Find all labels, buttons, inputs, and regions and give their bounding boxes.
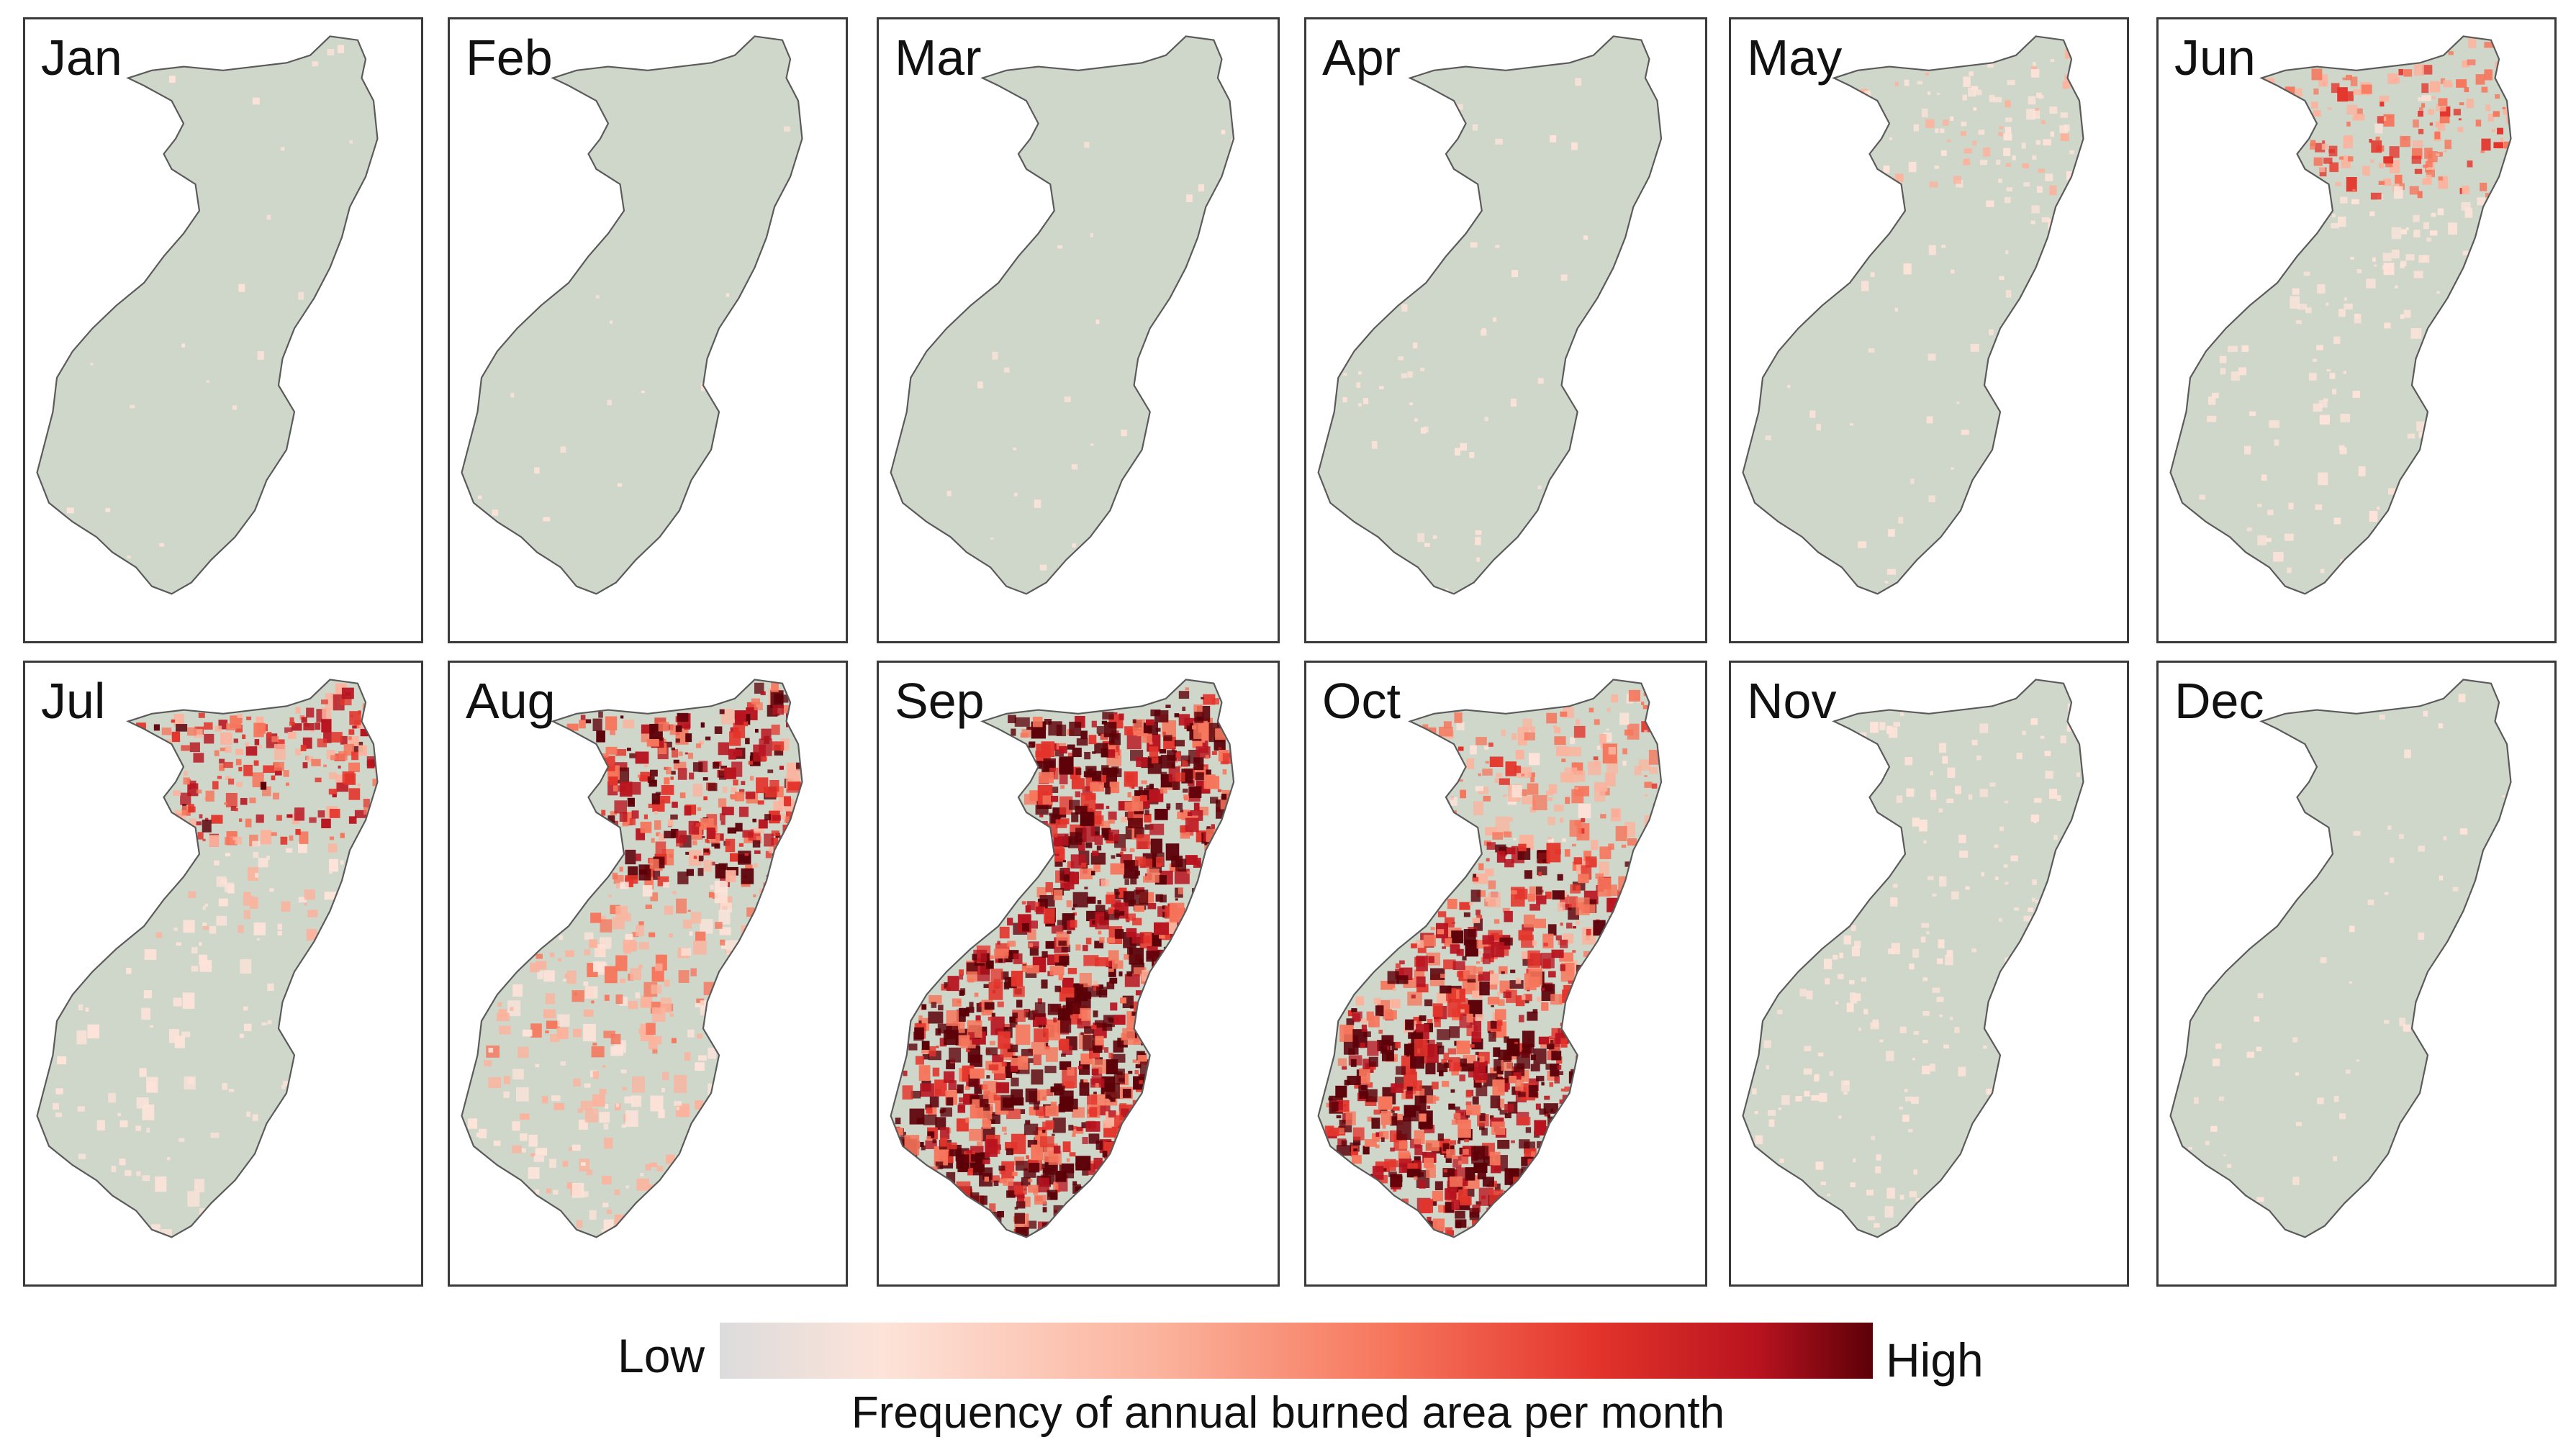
region-outline	[1742, 35, 2084, 595]
region-map	[461, 35, 803, 595]
month-label: Jul	[41, 673, 106, 729]
region-shape	[890, 36, 1234, 594]
burned-area-cells	[895, 687, 1234, 1238]
region-map	[461, 679, 803, 1238]
region-outline	[890, 679, 1235, 1238]
map-panel-apr: Apr	[1304, 17, 1707, 643]
burned-area-cells	[2199, 37, 2511, 574]
region-map	[36, 35, 379, 595]
region-outline	[461, 35, 803, 595]
month-label: Mar	[895, 30, 982, 86]
region-map	[1317, 679, 1663, 1238]
month-label: Dec	[2174, 673, 2264, 729]
map-panel-nov: Nov	[1729, 661, 2129, 1287]
region-shape	[2170, 679, 2511, 1238]
region-outline	[2169, 679, 2512, 1238]
map-panel-jan: Jan	[23, 17, 423, 643]
month-label: May	[1747, 30, 1843, 86]
burned-area-cells	[2188, 694, 2505, 1202]
map-panel-jul: Jul	[23, 661, 423, 1287]
region-map	[1742, 679, 2084, 1238]
region-shape	[37, 36, 378, 594]
month-label: Apr	[1322, 30, 1401, 86]
region-map	[890, 35, 1235, 595]
month-label: Sep	[895, 673, 985, 729]
burned-area-cells	[53, 683, 378, 1238]
region-shape	[1318, 36, 1662, 594]
region-outline	[1317, 35, 1663, 595]
map-panel-jun: Jun	[2156, 17, 2557, 643]
month-label: Jan	[41, 30, 122, 86]
color-scale-bar	[720, 1323, 1873, 1379]
map-panel-oct: Oct	[1304, 661, 1707, 1287]
region-map	[36, 679, 379, 1238]
region-outline	[36, 679, 379, 1238]
legend-low-label: Low	[618, 1329, 705, 1382]
month-label: Aug	[466, 673, 556, 729]
burned-area-cells	[66, 45, 353, 559]
map-panel-dec: Dec	[2156, 661, 2557, 1287]
month-label: Oct	[1322, 673, 1401, 729]
map-panel-sep: Sep	[877, 661, 1280, 1287]
burned-area-cells	[1342, 78, 1588, 591]
map-panel-mar: Mar	[877, 17, 1280, 643]
map-panel-feb: Feb	[448, 17, 848, 643]
region-outline	[1742, 679, 2084, 1238]
region-outline	[461, 679, 803, 1238]
region-shape	[1743, 36, 2084, 594]
region-outline	[1317, 679, 1663, 1238]
region-shape	[461, 36, 803, 594]
region-map	[2169, 35, 2512, 595]
region-outline	[2169, 35, 2512, 595]
burned-area-cells	[468, 682, 803, 1236]
burned-area-cells	[946, 130, 1234, 571]
region-map	[890, 679, 1235, 1238]
month-label: Jun	[2174, 30, 2256, 86]
month-label: Feb	[466, 30, 553, 86]
legend-title: Frequency of annual burned area per mont…	[851, 1388, 1725, 1438]
region-shape	[1743, 679, 2084, 1238]
month-label: Nov	[1747, 673, 1837, 729]
region-map	[2169, 679, 2512, 1238]
map-panel-aug: Aug	[448, 661, 848, 1287]
legend-high-label: High	[1886, 1333, 1984, 1387]
region-outline	[36, 35, 379, 595]
map-panel-may: May	[1729, 17, 2129, 643]
region-map	[1742, 35, 2084, 595]
region-outline	[890, 35, 1235, 595]
region-map	[1317, 35, 1663, 595]
burned-area-cells	[1324, 689, 1662, 1238]
